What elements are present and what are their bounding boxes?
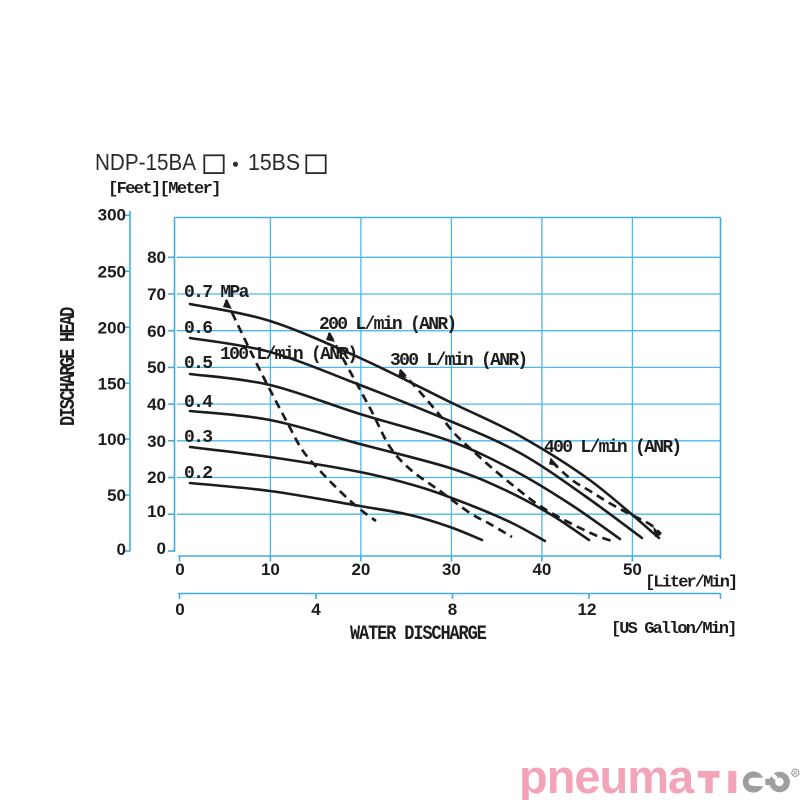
svg-text:[US Gallon/Min]: [US Gallon/Min]	[611, 620, 736, 639]
svg-text:NDP-15BA: NDP-15BA	[95, 149, 197, 175]
svg-text:200: 200	[98, 318, 126, 337]
svg-text:DISCHARGE HEAD: DISCHARGE HEAD	[56, 307, 80, 426]
svg-text:300: 300	[98, 205, 126, 224]
svg-text:12: 12	[578, 600, 597, 619]
svg-text:40: 40	[532, 560, 551, 579]
svg-text:[Liter/Min]: [Liter/Min]	[645, 574, 736, 593]
svg-text:60: 60	[147, 322, 166, 341]
svg-text:0.6: 0.6	[184, 319, 212, 339]
svg-text:30: 30	[147, 432, 166, 451]
svg-text:0.7 MPa: 0.7 MPa	[184, 283, 250, 303]
svg-text:200 L/min (ANR): 200 L/min (ANR)	[319, 315, 456, 335]
svg-text:8: 8	[448, 600, 457, 619]
svg-text:0.3: 0.3	[184, 428, 212, 448]
svg-text:250: 250	[98, 262, 126, 281]
svg-text:R: R	[793, 771, 797, 777]
svg-text:0.5: 0.5	[184, 354, 212, 374]
svg-text:10: 10	[147, 502, 166, 521]
svg-text:pneuma: pneuma	[519, 750, 695, 800]
svg-text:80: 80	[147, 248, 166, 267]
svg-text:70: 70	[147, 285, 166, 304]
svg-text:50: 50	[147, 358, 166, 377]
svg-text:50: 50	[623, 560, 642, 579]
svg-text:50: 50	[107, 486, 126, 505]
svg-text:0: 0	[175, 600, 184, 619]
svg-text:WATER DISCHARGE: WATER DISCHARGE	[350, 622, 487, 646]
svg-text:0.4: 0.4	[184, 393, 213, 413]
svg-text:4: 4	[311, 600, 321, 619]
svg-text:0: 0	[175, 560, 184, 579]
svg-text:100 L/min (ANR): 100 L/min (ANR)	[220, 345, 357, 365]
svg-text:400 L/min (ANR): 400 L/min (ANR)	[544, 438, 681, 458]
svg-text:30: 30	[442, 560, 461, 579]
svg-text:0: 0	[117, 540, 126, 559]
svg-text:0.2: 0.2	[184, 464, 212, 484]
svg-text:[Feet][Meter]: [Feet][Meter]	[108, 180, 220, 199]
svg-text:20: 20	[147, 468, 166, 487]
svg-text:100: 100	[98, 430, 126, 449]
svg-text:40: 40	[147, 395, 166, 414]
svg-text:15BS: 15BS	[248, 149, 300, 175]
svg-text:0: 0	[157, 539, 166, 558]
svg-text:20: 20	[351, 560, 370, 579]
svg-text:300 L/min (ANR): 300 L/min (ANR)	[390, 351, 527, 371]
svg-text:150: 150	[98, 374, 126, 393]
svg-text:10: 10	[261, 560, 280, 579]
